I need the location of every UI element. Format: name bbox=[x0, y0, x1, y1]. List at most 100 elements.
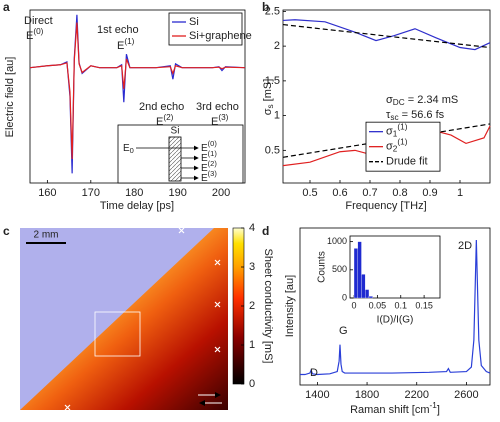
annotation-part: (2) bbox=[163, 113, 173, 122]
inset-output-part: E bbox=[201, 163, 208, 174]
slab bbox=[168, 136, 182, 182]
annotation: E(3) bbox=[211, 113, 229, 128]
x-tick-label: 2200 bbox=[404, 389, 428, 401]
y-axis-label-part: σ bbox=[262, 108, 274, 115]
x-tick-label: 0.1 bbox=[394, 300, 407, 310]
annotation: σDC = 2.34 mS bbox=[386, 94, 458, 107]
legend-label-part: σ bbox=[386, 141, 393, 153]
inset-title: Si bbox=[171, 126, 180, 137]
colorbar-label: Sheet conductivity [mS] bbox=[262, 249, 274, 364]
inset-output-part: E bbox=[201, 173, 208, 184]
annotation-part: E bbox=[156, 116, 163, 128]
annotation-part: = 2.34 mS bbox=[405, 94, 459, 106]
x-axis-label: I(D)/I(G) bbox=[377, 315, 414, 326]
legend-label-part: 2 bbox=[393, 145, 398, 154]
legend-label: Si bbox=[189, 16, 199, 28]
inset-output: E(0) bbox=[201, 139, 217, 154]
plot-frame bbox=[282, 9, 491, 184]
legend-label-part: 1 bbox=[393, 130, 398, 139]
inset-input: E0 bbox=[123, 143, 134, 155]
x-axis-label-part: -1 bbox=[430, 401, 438, 410]
inset-output-part: E bbox=[201, 143, 208, 154]
inset-input-part: 0 bbox=[130, 146, 134, 155]
y-tick-label: 2 bbox=[274, 40, 280, 52]
colorbar-tick-label: 1 bbox=[249, 339, 255, 351]
sample-map bbox=[20, 227, 245, 411]
legend-label: Drude fit bbox=[386, 156, 428, 168]
y-axis-label: σs [mS] bbox=[262, 79, 275, 116]
scale-bar-label: 2 mm bbox=[34, 230, 59, 241]
y-tick-label: 500 bbox=[332, 264, 347, 274]
x-tick-label: 200 bbox=[212, 187, 230, 199]
x-tick-label: 0.15 bbox=[415, 300, 433, 310]
y-tick-label: 0.5 bbox=[265, 144, 280, 156]
x-axis-label-part: Raman shift [cm bbox=[350, 404, 429, 416]
x-axis-label: Frequency [THz] bbox=[345, 200, 426, 212]
series-line bbox=[282, 19, 491, 51]
annotation: E(0) bbox=[26, 27, 44, 42]
panel-label: d bbox=[262, 224, 269, 238]
annotation-part: E bbox=[117, 40, 124, 52]
panel-label: c bbox=[3, 224, 10, 238]
annotation: Direct bbox=[24, 15, 53, 27]
x-axis-label: Raman shift [cm-1] bbox=[350, 401, 440, 416]
annotation: 2nd echo bbox=[139, 101, 184, 113]
markers bbox=[64, 227, 221, 411]
histogram-bar bbox=[353, 248, 358, 299]
y-tick-label: 0 bbox=[342, 292, 347, 302]
histogram-bar bbox=[357, 241, 362, 299]
inset-output-part: (2) bbox=[208, 159, 218, 168]
inset-output: E(2) bbox=[201, 159, 217, 174]
series-line bbox=[29, 22, 246, 159]
colorbar-tick-label: 2 bbox=[249, 300, 255, 312]
region-outline bbox=[94, 311, 141, 357]
x-tick-label: 1400 bbox=[305, 389, 329, 401]
histogram-bar bbox=[368, 296, 373, 299]
legend-label: σ1(1) bbox=[386, 123, 408, 139]
annotation: 2D bbox=[458, 240, 472, 252]
legend-label-part: (1) bbox=[397, 138, 407, 147]
annotation-part: E bbox=[26, 30, 33, 42]
inset-output-part: (0) bbox=[208, 139, 218, 148]
legend-label-part: σ bbox=[386, 126, 393, 138]
legend-box bbox=[168, 12, 243, 46]
legend-label: Si+graphene bbox=[189, 30, 252, 42]
plot-frame bbox=[349, 235, 441, 299]
annotation-part: σ bbox=[386, 94, 393, 106]
legend-label: σ2(1) bbox=[386, 138, 408, 154]
x-tick-label: 2600 bbox=[454, 389, 478, 401]
inset-output: E(1) bbox=[201, 149, 217, 164]
x-tick-label: 1 bbox=[457, 187, 463, 199]
x-tick-label: 0.5 bbox=[302, 187, 317, 199]
inset-output-part: E bbox=[201, 153, 208, 164]
x-tick-label: 0.7 bbox=[362, 187, 377, 199]
x-axis-label: Time delay [ps] bbox=[100, 200, 174, 212]
panel-label: a bbox=[3, 0, 10, 14]
histogram-bar bbox=[365, 289, 370, 299]
annotation-part: = 56.6 fs bbox=[399, 109, 445, 121]
annotation-part: DC bbox=[393, 98, 405, 107]
annotation: E(1) bbox=[117, 37, 135, 52]
inset-output-part: (1) bbox=[208, 149, 218, 158]
y-tick-label: 2.5 bbox=[265, 5, 280, 17]
y-axis-label: Counts bbox=[317, 251, 328, 283]
x-tick-label: 180 bbox=[125, 187, 143, 199]
plot-frame bbox=[299, 227, 491, 386]
series-line bbox=[300, 239, 491, 376]
inset-output-part: (3) bbox=[208, 169, 218, 178]
annotation: τsc = 56.6 fs bbox=[386, 109, 445, 122]
annotation-part: (1) bbox=[124, 37, 134, 46]
annotation-part: (0) bbox=[33, 27, 43, 36]
annotation-part: (3) bbox=[218, 113, 228, 122]
annotation-part: τ bbox=[386, 109, 391, 121]
annotation: 1st echo bbox=[97, 24, 139, 36]
annotation: D bbox=[310, 367, 318, 379]
inset-input-part: E bbox=[123, 143, 130, 154]
y-tick-label: 1.5 bbox=[265, 75, 280, 87]
annotation: E(2) bbox=[156, 113, 174, 128]
x-tick-label: 170 bbox=[82, 187, 100, 199]
panel-label: b bbox=[262, 0, 269, 14]
y-axis-label: Electric field [au] bbox=[4, 57, 16, 138]
x-tick-label: 0.05 bbox=[369, 300, 387, 310]
